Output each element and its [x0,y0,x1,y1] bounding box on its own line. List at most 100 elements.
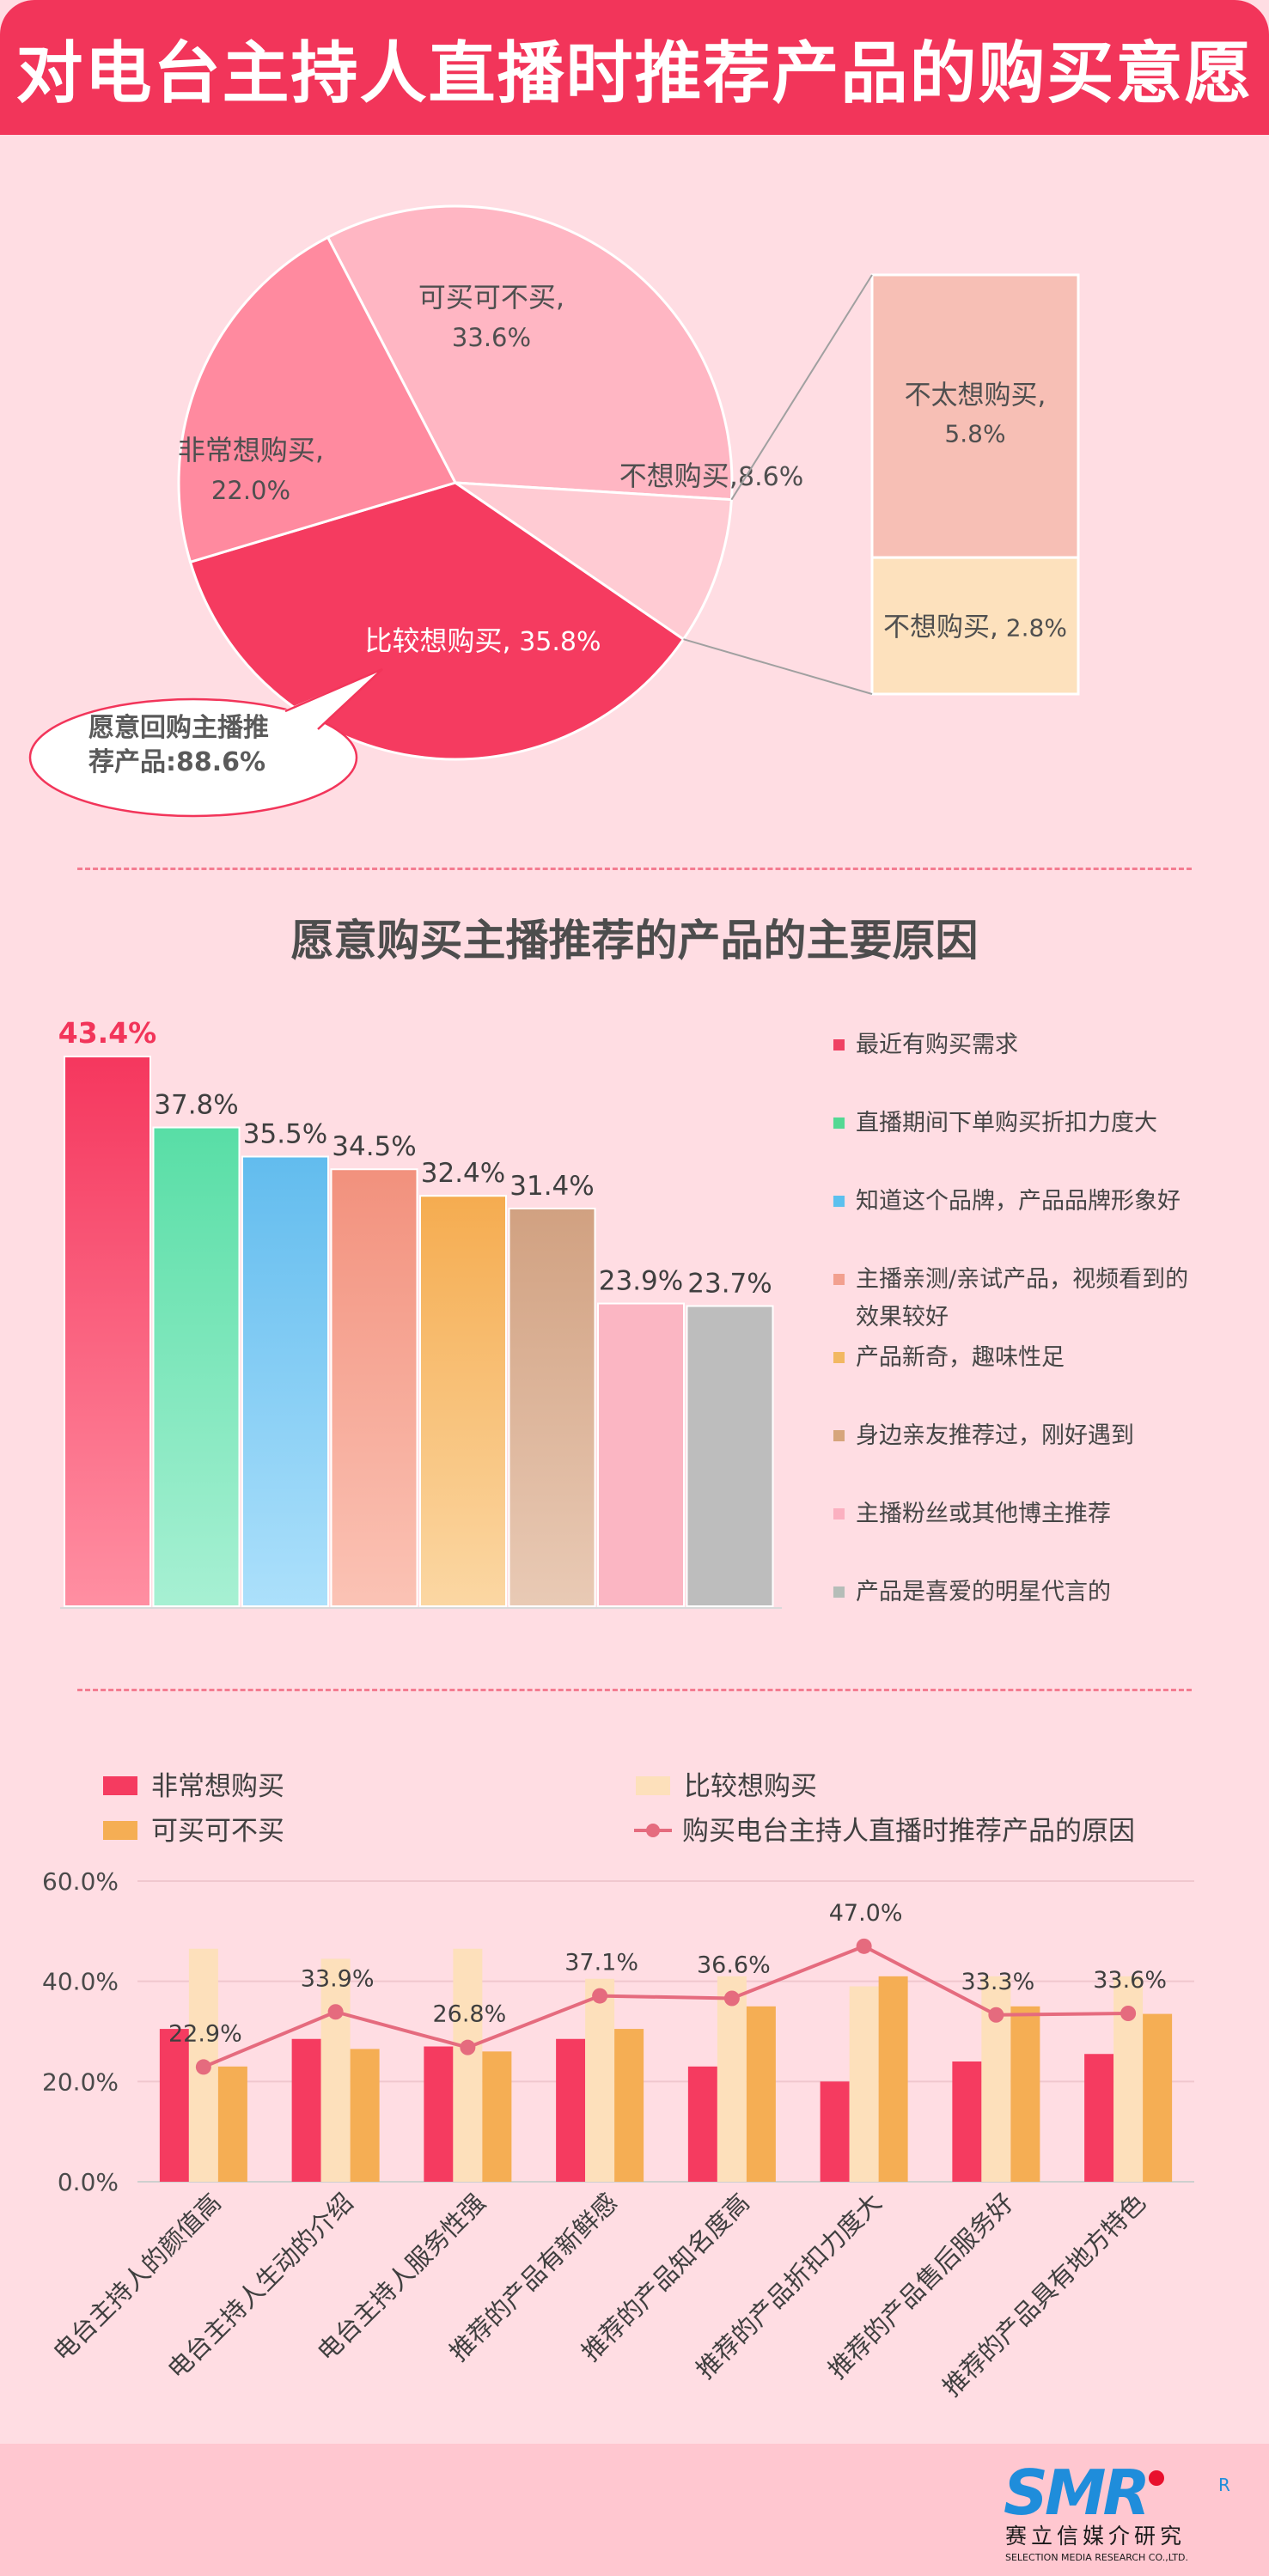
combo-bar [350,2049,380,2182]
combo-bar [159,2029,189,2182]
combo-line-point [592,1988,608,2004]
reasons-bar-labels: 43.4% 37.8%35.5% 34.5%32.4% 31.4% 23.9% 23.7% [58,1016,772,1300]
combo-line-label: 33.3% [961,1969,1034,1995]
reasons-bar-label: 43.4% [58,1016,157,1050]
combo-line-path [203,1944,1129,2069]
reasons-chart-title: 愿意购买主播推荐的产品的主要原因 [290,916,979,965]
combo-bar [1010,2006,1040,2182]
combo-bar [849,1986,879,2182]
reasons-bar [64,1056,151,1607]
reasons-bar [686,1305,774,1607]
callout-bubble: 愿意回购主播推 荐产品:88.6% [28,667,383,818]
combo-y-tick: 40.0% [42,1968,119,1996]
combo-bar [717,1976,747,2182]
callout-pointer-edge [284,667,383,730]
pie-slice [326,204,734,502]
pie-slices [177,204,734,761]
combo-legend-swatch [103,1776,137,1795]
combo-y-tick: 60.0% [42,1867,119,1896]
reasons-bar [330,1168,418,1607]
reasons-legend-swatch [833,1274,845,1285]
breakdown-connector [730,274,873,501]
combo-line-point [988,2007,1004,2023]
combo-bar [217,2066,247,2182]
combo-line-label: 37.1% [564,1950,638,1976]
combo-y-tick: 0.0% [58,2168,119,2196]
reasons-legend-swatch [833,1586,845,1598]
combo-bar [614,2029,644,2182]
reasons-legend-swatch [833,1039,845,1050]
page-title: 对电台主持人直播时推荐产品的购买意愿 [15,34,1254,113]
combo-legend-label: 可买可不买 [151,1816,284,1847]
combo-bar [585,1978,615,2182]
combo-legend-label: 非常想购买 [151,1771,284,1802]
logo-brand: SMR [1004,2461,1147,2529]
combo-line-label: 33.6% [1093,1967,1167,1994]
combo-bar [453,1948,483,2182]
pie-chart: 可买可不买, 33.6% 不想购买,8.6% 比较想购买, 35.8% 非常想购买, 22… [28,204,1080,818]
reasons-bar-label: 34.5% [332,1131,416,1162]
pie-slice [177,235,458,564]
pie-slice-value: 8.6% [738,462,803,492]
pie-labels: 可买可不买, 33.6% 不想购买,8.6% 比较想购买, 35.8% 非常想购买, 22… [178,281,803,657]
logo-registered: R [1218,2475,1230,2495]
combo-line-point [195,2059,211,2075]
reasons-bar-label: 35.5% [243,1118,327,1149]
pie-slice-label: 不想购买,8.6% [619,460,803,492]
breakdown-segment [870,556,1080,696]
pie-slice-label: 非常想购买, [178,434,324,466]
reasons-legend-swatch [833,1196,845,1207]
pie-breakdown-bar: 不太想购买, 5.8% 不想购买, 2.8% [683,273,1080,696]
breakdown-value: 5.8% [944,420,1005,448]
reasons-bar [508,1207,596,1607]
breakdown-segment [870,273,1080,559]
combo-bar [820,2081,850,2182]
smr-logo: SMR R 赛立信媒介研究 SELECTION MEDIA RESEARCH C… [1004,2461,1230,2563]
combo-bar [1084,2054,1114,2182]
combo-line-point [1120,2006,1137,2021]
breakdown-connector [683,638,873,695]
pie-slice-label: 可买可不买, [418,281,564,314]
reasons-bars [60,1056,782,1609]
reasons-legend-label: 身边亲友推荐过，刚好遇到 [856,1422,1134,1449]
pie-slice-label: 比较想购买, 35.8% [364,624,601,657]
combo-bar [556,2038,586,2182]
breakdown-label: 不太想购买, [905,381,1046,411]
combo-y-tick: 20.0% [42,2067,119,2096]
callout-ellipse [28,697,358,818]
separator-2 [77,1689,1192,1691]
callout-text-line1: 愿意回购主播推 [88,713,269,743]
reasons-legend: 最近有购买需求直播期间下单购买折扣力度大知道这个品牌，产品品牌形象好主播亲测/亲… [833,1032,1188,1605]
combo-bar [424,2046,454,2182]
reasons-legend-label: 主播亲测/亲试产品，视频看到的 [856,1266,1188,1293]
pie-slice-value: 22.0% [211,476,290,505]
combo-line-label: 22.9% [168,2020,242,2047]
combo-bar [878,1976,908,2182]
reasons-legend-label: 效果较好 [856,1304,949,1331]
breakdown-value: 2.8% [998,614,1067,642]
separator-1 [77,868,1192,870]
reasons-legend-label: 主播粉丝或其他博主推荐 [856,1501,1111,1527]
reasons-legend-label: 直播期间下单购买折扣力度大 [856,1110,1157,1136]
reasons-bar-label: 23.9% [599,1266,683,1297]
callout-text-line2: 荐产品:88.6% [88,747,265,777]
reasons-bar-label: 23.7% [687,1269,772,1300]
reasons-bar [419,1195,507,1607]
pie-slice [450,481,733,642]
reasons-bar-label: 32.4% [421,1158,505,1189]
combo-legend-label: 购买电台主持人直播时推荐产品的原因 [682,1816,1135,1847]
reasons-bar-label: 31.4% [509,1171,594,1202]
reasons-bar [597,1302,685,1607]
reasons-bar [152,1126,241,1608]
reasons-legend-swatch [833,1430,845,1441]
footer [0,2444,1269,2576]
reasons-legend-swatch [833,1508,845,1519]
reasons-legend-label: 知道这个品牌，产品品牌形象好 [856,1188,1181,1215]
combo-line-label: 47.0% [829,1900,903,1927]
combo-line: 22.9% 33.9% 26.8% 37.1% 36.6% 47.0% 33.3% 33.6% [168,1900,1167,2075]
combo-line-point [723,1990,740,2007]
combo-bar [981,1976,1011,2182]
reasons-legend-swatch [833,1352,845,1363]
